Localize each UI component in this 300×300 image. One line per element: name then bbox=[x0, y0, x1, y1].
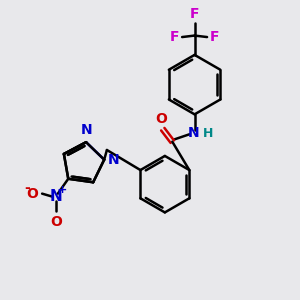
Text: F: F bbox=[209, 30, 219, 44]
Text: O: O bbox=[155, 112, 167, 126]
Text: F: F bbox=[190, 7, 199, 21]
Text: N: N bbox=[81, 123, 92, 137]
Text: -: - bbox=[24, 181, 29, 195]
Text: F: F bbox=[170, 30, 180, 44]
Text: N: N bbox=[50, 189, 63, 204]
Text: O: O bbox=[26, 187, 38, 201]
Text: N: N bbox=[108, 153, 120, 167]
Text: O: O bbox=[50, 215, 62, 229]
Text: H: H bbox=[202, 127, 213, 140]
Text: +: + bbox=[58, 185, 68, 195]
Text: N: N bbox=[187, 126, 199, 140]
